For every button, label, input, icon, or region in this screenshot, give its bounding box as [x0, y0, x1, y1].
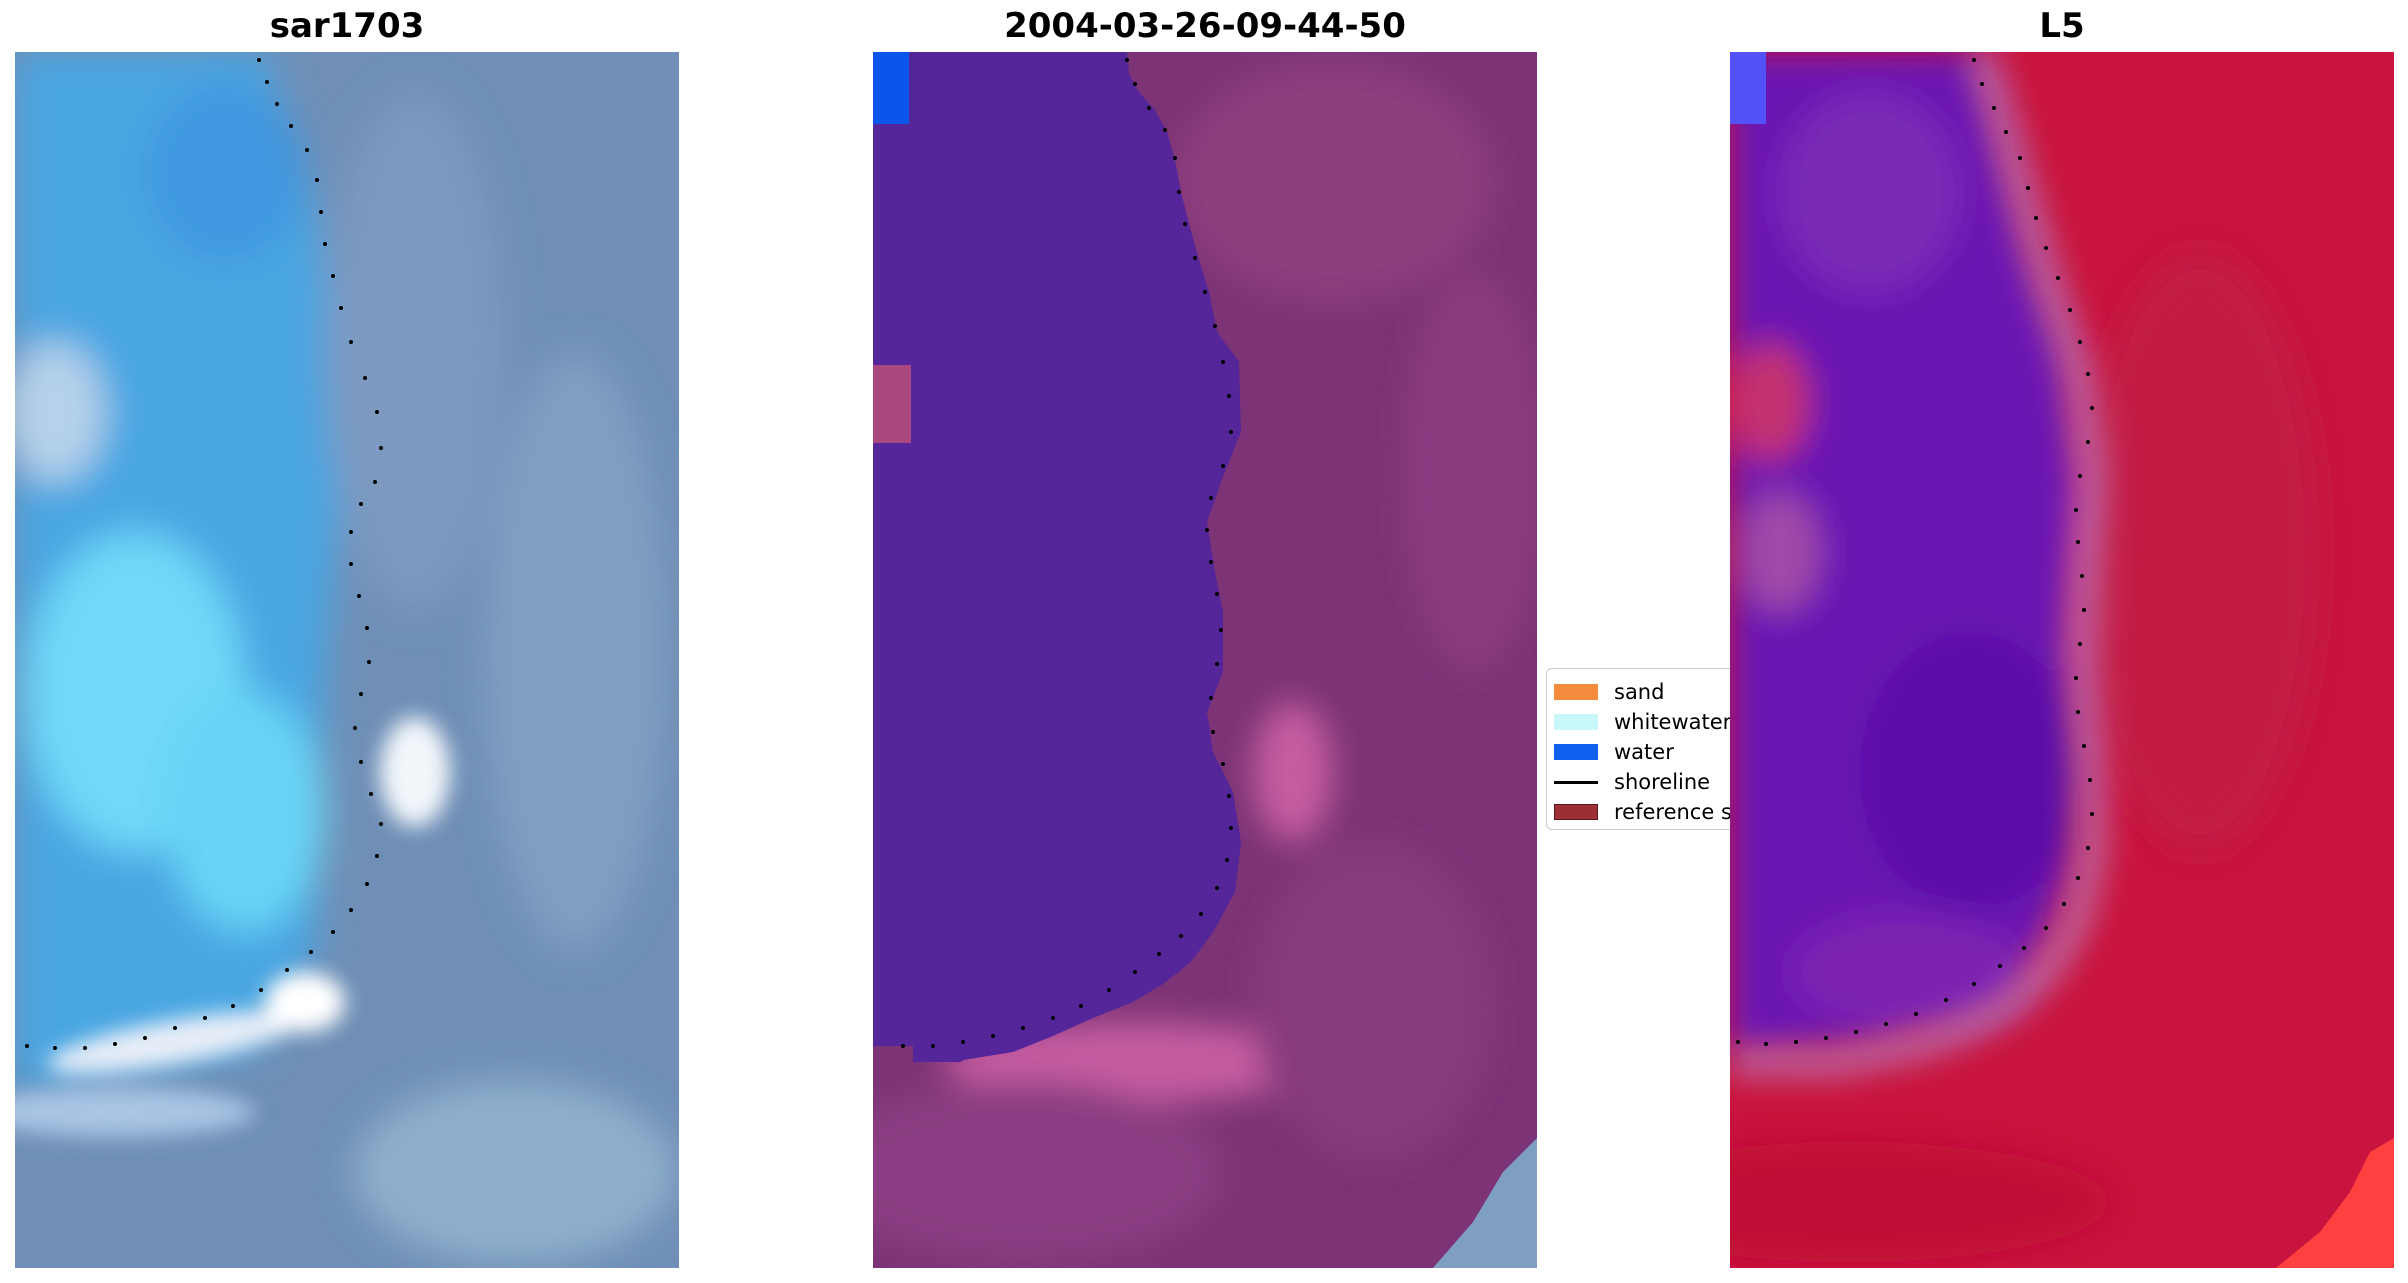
l5-image-panel — [1730, 52, 2394, 1268]
whitewater-swatch — [1554, 714, 1598, 730]
l5-image — [1730, 52, 2394, 1268]
classification-panel — [873, 52, 1537, 1268]
legend-label-shoreline: shoreline — [1614, 770, 1711, 794]
legend-label-whitewater: whitewater — [1614, 710, 1732, 734]
legend-label-water: water — [1614, 740, 1674, 764]
shoreline-dots — [1736, 58, 2094, 1046]
water-swatch — [1554, 744, 1598, 760]
rgb-image — [15, 52, 679, 1268]
panel-title-right: L5 — [2039, 6, 2085, 46]
legend-item-water: water — [1554, 739, 1674, 765]
shoreline-dots — [25, 58, 383, 1050]
legend-item-sand: sand — [1554, 679, 1664, 705]
panel-title-middle: 2004-03-26-09-44-50 — [1004, 6, 1406, 46]
legend: sand whitewater water shoreline referenc… — [1546, 668, 1736, 830]
rgb-image-panel — [15, 52, 679, 1268]
legend-label-sand: sand — [1614, 680, 1665, 704]
reference-swatch — [1554, 804, 1598, 820]
classification-image — [873, 52, 1537, 1268]
legend-item-reference: reference s — [1554, 799, 1732, 825]
sand-swatch — [1554, 684, 1598, 700]
legend-item-whitewater: whitewater — [1554, 709, 1731, 735]
shoreline-dots — [901, 58, 1233, 1048]
shoreline-line-swatch — [1554, 780, 1598, 784]
panel-title-left: sar1703 — [269, 6, 425, 46]
legend-item-shoreline: shoreline — [1554, 769, 1710, 795]
legend-label-reference: reference s — [1614, 800, 1732, 824]
